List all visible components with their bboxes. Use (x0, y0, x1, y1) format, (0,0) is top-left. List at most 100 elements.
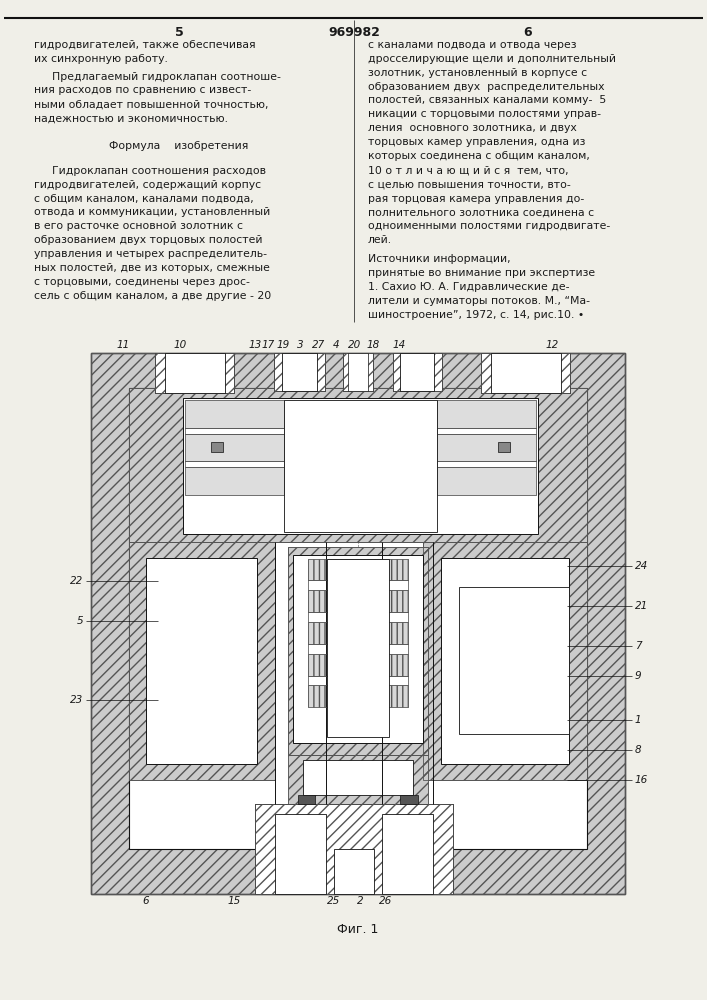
Bar (308, 622, 409, 644)
Bar (211, 442, 223, 452)
Bar (437, 428, 536, 434)
Bar (288, 547, 428, 755)
Text: 21: 21 (635, 601, 648, 611)
Bar (392, 353, 442, 391)
Text: 1: 1 (635, 715, 641, 725)
Text: Формула    изобретения: Формула изобретения (110, 141, 249, 151)
Bar (481, 353, 571, 393)
Bar (274, 353, 325, 391)
Text: 6: 6 (142, 896, 148, 906)
Text: 23: 23 (70, 695, 83, 705)
Bar (343, 353, 373, 391)
Text: управления и четырех распределитель-: управления и четырех распределитель- (34, 249, 267, 259)
Bar (308, 590, 409, 612)
Bar (185, 428, 284, 434)
Bar (348, 353, 368, 391)
Text: отвода и коммуникации, установленный: отвода и коммуникации, установленный (34, 207, 270, 217)
Bar (437, 461, 536, 467)
Text: которых соединена с общим каналом,: которых соединена с общим каналом, (368, 151, 590, 161)
Text: одноименными полостями гидродвигате-: одноименными полостями гидродвигате- (368, 221, 610, 231)
Bar (334, 849, 374, 894)
Text: 10 о т л и ч а ю щ и й с я  тем, что,: 10 о т л и ч а ю щ и й с я тем, что, (368, 166, 568, 176)
Text: гидродвигателей, также обеспечивая: гидродвигателей, также обеспечивая (34, 40, 255, 50)
Bar (308, 612, 409, 622)
Text: полостей, связанных каналами комму-  5: полостей, связанных каналами комму- 5 (368, 95, 606, 105)
Bar (459, 587, 569, 734)
Bar (129, 542, 275, 780)
Text: образованием двух торцовых полостей: образованием двух торцовых полостей (34, 235, 262, 245)
Bar (185, 400, 284, 428)
Bar (185, 434, 284, 461)
Bar (275, 814, 327, 894)
Text: ния расходов по сравнению с извест-: ния расходов по сравнению с извест- (34, 85, 251, 95)
Text: лители и сумматоры потоков. М., “Ма-: лители и сумматоры потоков. М., “Ма- (368, 296, 590, 306)
Bar (308, 559, 409, 580)
Bar (400, 353, 434, 391)
Bar (441, 558, 569, 764)
Text: 969982: 969982 (328, 26, 380, 39)
Text: гидродвигателей, содержащий корпус: гидродвигателей, содержащий корпус (34, 180, 261, 190)
Bar (298, 795, 315, 804)
Text: с целью повышения точности, вто-: с целью повышения точности, вто- (368, 180, 571, 190)
Text: надежностью и экономичностью.: надежностью и экономичностью. (34, 113, 228, 123)
Bar (343, 353, 373, 391)
Bar (91, 353, 625, 894)
Bar (146, 558, 257, 764)
Bar (327, 559, 389, 737)
Text: торцовых камер управления, одна из: торцовых камер управления, одна из (368, 137, 585, 147)
Bar (255, 804, 452, 894)
Bar (165, 353, 225, 393)
Text: 10: 10 (173, 340, 187, 350)
Bar (437, 467, 536, 495)
Bar (129, 388, 588, 542)
Bar (498, 442, 510, 452)
Bar (308, 685, 409, 707)
Text: в его расточке основной золотник с: в его расточке основной золотник с (34, 221, 243, 231)
Text: Гидроклапан соотношения расходов: Гидроклапан соотношения расходов (52, 166, 266, 176)
Text: 18: 18 (366, 340, 380, 350)
Bar (392, 353, 442, 391)
Text: принятые во внимание при экспертизе: принятые во внимание при экспертизе (368, 268, 595, 278)
Bar (437, 467, 536, 495)
Text: 14: 14 (393, 340, 406, 350)
Bar (274, 353, 325, 391)
Bar (308, 622, 409, 644)
Bar (129, 542, 275, 780)
Bar (423, 542, 588, 780)
Text: ных полостей, две из которых, смежные: ных полостей, две из которых, смежные (34, 263, 269, 273)
Bar (308, 654, 409, 676)
Text: 1. Сахио Ю. А. Гидравлические де-: 1. Сахио Ю. А. Гидравлические де- (368, 282, 569, 292)
Bar (284, 400, 437, 532)
Text: 15: 15 (228, 896, 241, 906)
Bar (185, 400, 284, 428)
Text: 12: 12 (545, 340, 559, 350)
Bar (382, 814, 433, 894)
Bar (437, 434, 536, 461)
Text: 9: 9 (635, 671, 641, 681)
Text: 24: 24 (635, 561, 648, 571)
Text: Предлагаемый гидроклапан соотноше-: Предлагаемый гидроклапан соотноше- (52, 72, 281, 82)
Text: 16: 16 (635, 775, 648, 785)
Text: 17: 17 (262, 340, 274, 350)
Text: 8: 8 (635, 745, 641, 755)
Bar (308, 580, 409, 590)
Bar (481, 353, 571, 393)
Text: 3: 3 (298, 340, 304, 350)
Bar (400, 795, 419, 804)
Text: никации с торцовыми полостями управ-: никации с торцовыми полостями управ- (368, 109, 601, 119)
Bar (255, 804, 452, 894)
Bar (156, 353, 235, 393)
Bar (156, 353, 235, 393)
Bar (437, 400, 536, 428)
Text: 6: 6 (524, 26, 532, 39)
Bar (308, 644, 409, 654)
Bar (308, 559, 409, 580)
Text: с общим каналом, каналами подвода,: с общим каналом, каналами подвода, (34, 194, 254, 204)
Bar (293, 555, 423, 743)
Bar (308, 654, 409, 676)
Bar (437, 434, 536, 461)
Text: сель с общим каналом, а две другие - 20: сель с общим каналом, а две другие - 20 (34, 291, 271, 301)
Bar (481, 353, 571, 393)
Bar (185, 467, 284, 495)
Text: 25: 25 (327, 896, 340, 906)
